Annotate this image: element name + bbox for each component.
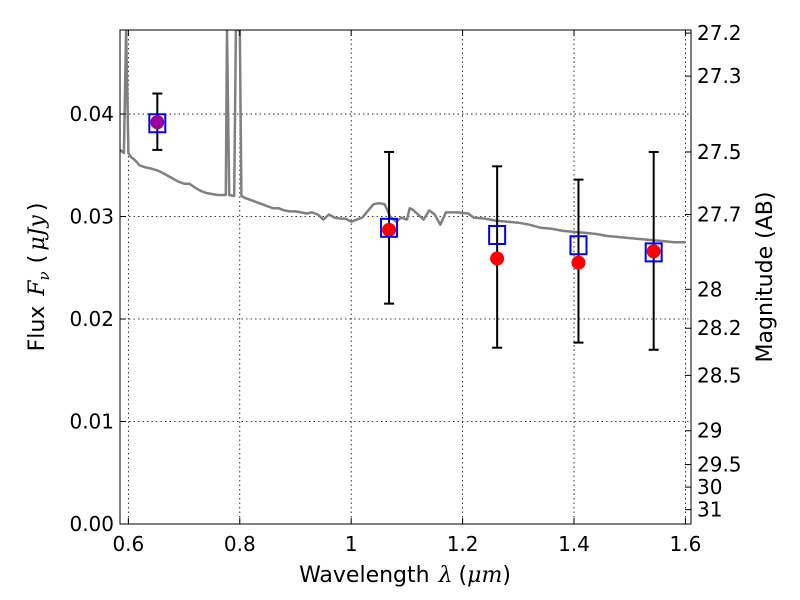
y2-tick-label: 28 [697,277,722,301]
x-tick-label: 0.8 [224,532,256,556]
y-axis-label: FluxFν(μJy) [25,203,53,352]
x-tick-label: 1 [345,532,358,556]
y2-tick-label: 27.2 [697,21,742,45]
plot-area [120,30,686,244]
observed-point-marker [488,224,507,245]
observed-point-marker [380,217,399,238]
x-tick-label: 1.2 [447,532,479,556]
y2-tick-label: 27.7 [697,202,742,226]
y2-tick-label: 28.5 [697,363,742,387]
model-point-marker [646,244,661,259]
ticks: 0.6 0.8 1 1.2 1.4 1.6 0.00 0.01 0.02 0.03 0.04 27.2… [69,21,741,556]
markers [148,113,663,270]
observed-point-marker [148,113,167,134]
x-tick-label: 1.4 [558,532,590,556]
model-point-marker [150,115,165,130]
observed-point-marker [644,242,663,263]
x-tick-label: 0.6 [112,532,144,556]
observed-point-marker [569,235,588,256]
y-tick-label: 0.02 [69,307,114,331]
y2-tick-label: 29.5 [697,453,742,477]
x-axis-label: Wavelength λ (μm) [299,563,511,588]
model-point-marker [490,251,505,266]
y2-tick-label: 28.2 [697,316,742,340]
y-tick-label: 0.03 [69,205,114,229]
y2-tick-label: 27.3 [697,64,742,88]
y-tick-label: 0.01 [69,410,114,434]
y2-tick-label: 31 [697,498,722,522]
y2-tick-label: 29 [697,419,722,443]
model-point-marker [382,222,397,237]
y2-axis-label: Magnitude (AB) [753,192,778,363]
plot-frame [119,29,692,525]
y-tick-label: 0.00 [69,512,114,536]
y2-tick-label: 30 [697,475,722,499]
model-point-marker [571,255,586,270]
x-tick-label: 1.6 [670,532,702,556]
y-tick-label: 0.04 [69,102,114,126]
y2-tick-label: 27.5 [697,140,742,164]
model-spectrum-line [120,30,686,244]
